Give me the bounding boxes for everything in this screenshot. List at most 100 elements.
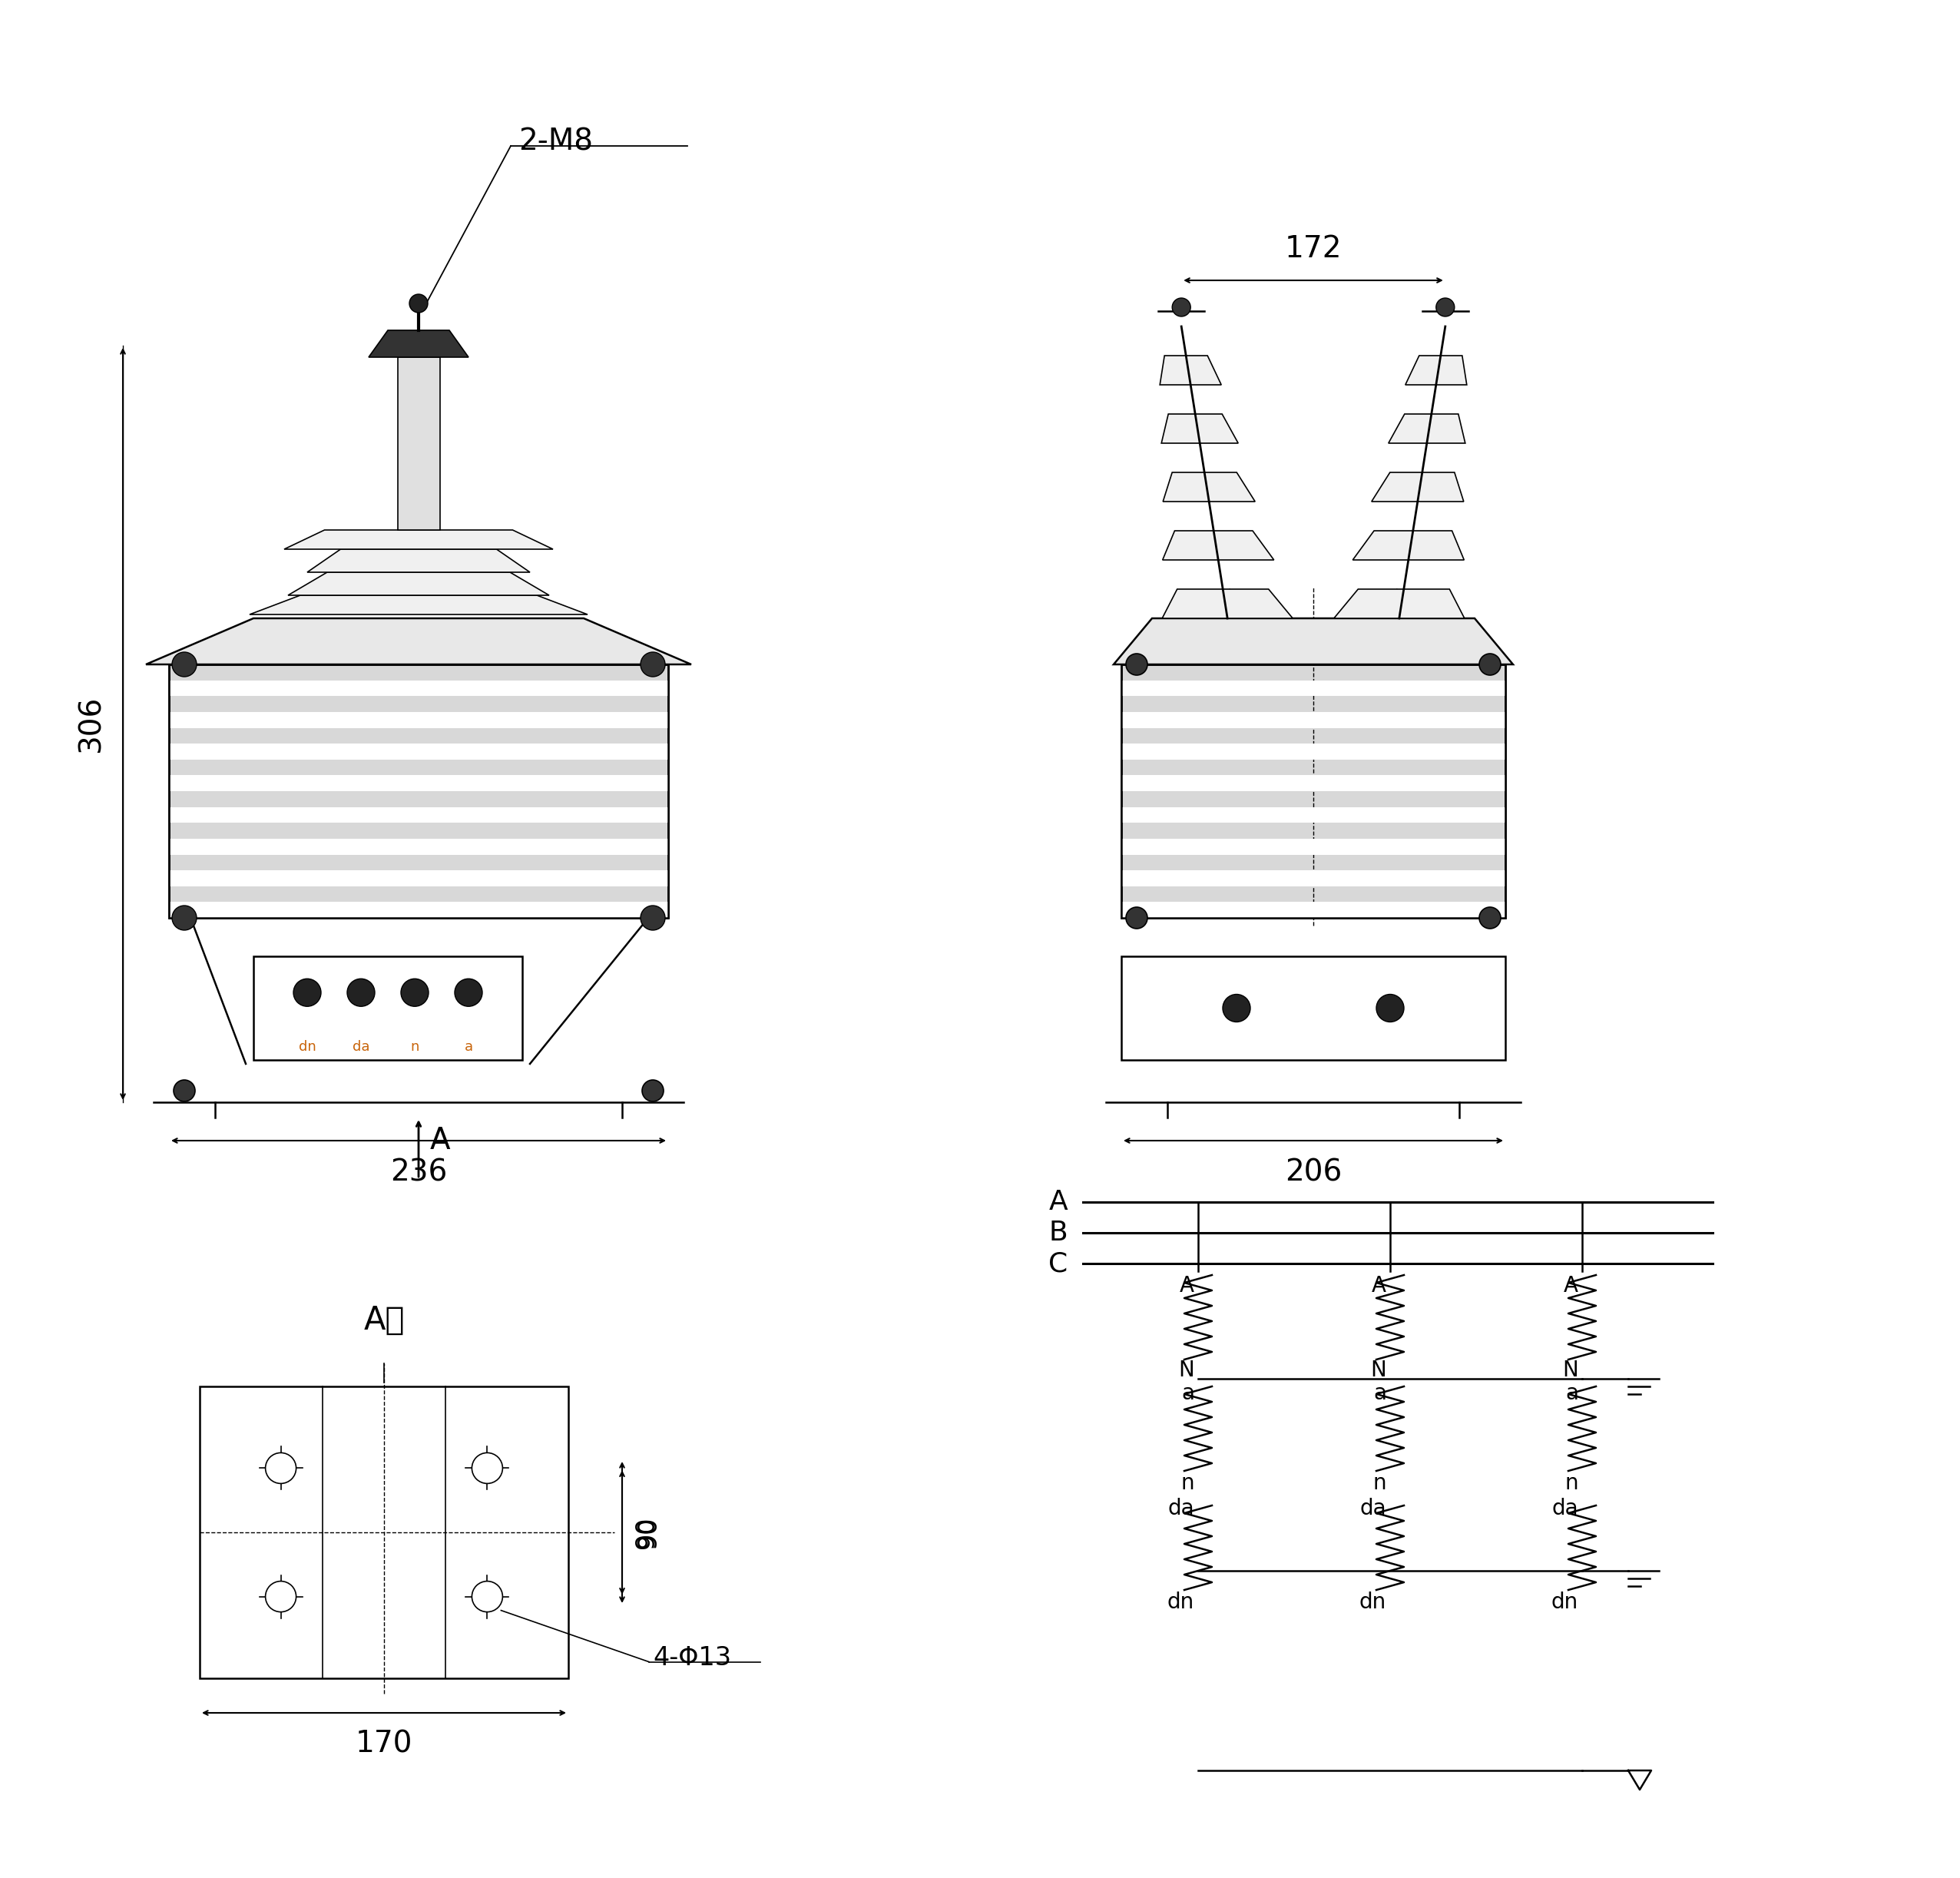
Polygon shape [1405,355,1466,385]
Circle shape [1172,299,1190,317]
Circle shape [402,978,429,1007]
Text: 90: 90 [633,1516,659,1549]
Polygon shape [249,595,588,614]
Circle shape [1480,907,1501,928]
Text: N: N [1370,1360,1386,1380]
Text: da: da [353,1040,370,1054]
Bar [200,1386,568,1679]
Text: A: A [1180,1275,1194,1296]
Polygon shape [1335,590,1464,618]
Text: dn: dn [1168,1591,1194,1613]
Text: 236: 236 [390,1157,447,1187]
Text: 2-M8: 2-M8 [517,128,594,156]
Text: a: a [1566,1382,1578,1405]
Bar [169,870,668,886]
Polygon shape [1388,413,1466,443]
Circle shape [472,1581,502,1611]
Text: 4-Φ13: 4-Φ13 [653,1645,731,1671]
Text: dn: dn [1358,1591,1386,1613]
Text: da: da [1360,1499,1386,1519]
Circle shape [455,978,482,1007]
Circle shape [1480,654,1501,676]
Polygon shape [145,618,692,665]
Circle shape [174,1080,196,1102]
Polygon shape [1162,473,1254,501]
Text: A: A [1049,1189,1068,1215]
Circle shape [643,1080,664,1102]
Circle shape [1223,993,1250,1022]
Circle shape [1376,993,1403,1022]
Polygon shape [1160,355,1221,385]
Text: C: C [1049,1251,1068,1277]
Text: da: da [1552,1499,1578,1519]
Text: 306: 306 [76,695,106,753]
Polygon shape [1352,531,1464,560]
Bar [169,839,668,854]
Bar [169,665,668,918]
Polygon shape [308,548,529,573]
Circle shape [1125,654,1147,676]
Text: n: n [1372,1472,1386,1495]
Text: B: B [1049,1219,1068,1245]
Circle shape [1125,907,1147,928]
Circle shape [641,905,664,930]
Text: A: A [1564,1275,1578,1296]
Bar [1121,665,1505,918]
Text: dn: dn [298,1040,316,1054]
Text: a: a [1374,1382,1386,1405]
Polygon shape [284,530,553,548]
Polygon shape [1162,413,1239,443]
Text: a: a [1182,1382,1194,1405]
Text: n: n [410,1040,419,1054]
Text: N: N [1178,1360,1194,1380]
Circle shape [172,652,196,676]
Polygon shape [1162,590,1294,618]
Bar [1121,956,1505,1059]
Bar [398,357,439,530]
Text: A: A [429,1127,451,1155]
Polygon shape [1372,473,1464,501]
Bar [1121,712,1505,729]
Bar [1121,870,1505,886]
Bar [1121,776,1505,791]
Bar [1121,665,1505,918]
Text: A向: A向 [363,1303,404,1337]
Circle shape [1437,299,1454,317]
Circle shape [265,1454,296,1484]
Text: 172: 172 [1284,235,1343,263]
Bar [169,665,668,918]
Polygon shape [1162,531,1274,560]
Text: da: da [1168,1499,1194,1519]
Bar [1121,744,1505,759]
Bar [169,776,668,791]
Polygon shape [368,331,468,357]
Bar [169,901,668,918]
Text: 206: 206 [1284,1157,1343,1187]
Text: a: a [465,1040,472,1054]
Text: n: n [1180,1472,1194,1495]
Circle shape [294,978,321,1007]
Circle shape [641,652,664,676]
Circle shape [172,905,196,930]
Bar [169,744,668,759]
Bar [253,956,521,1059]
Circle shape [472,1454,502,1484]
Bar [169,680,668,697]
Text: dn: dn [1550,1591,1578,1613]
Bar [1121,839,1505,854]
Text: n: n [1564,1472,1578,1495]
Circle shape [347,978,374,1007]
Bar [1121,680,1505,697]
Circle shape [410,295,427,312]
Bar [1121,808,1505,823]
Text: 90: 90 [635,1516,661,1549]
Bar [169,808,668,823]
Text: N: N [1562,1360,1578,1380]
Text: 170: 170 [355,1730,414,1760]
Bar [1121,901,1505,918]
Circle shape [265,1581,296,1611]
Polygon shape [1113,618,1513,665]
Polygon shape [288,573,549,595]
Bar [169,712,668,729]
Text: A: A [1372,1275,1386,1296]
